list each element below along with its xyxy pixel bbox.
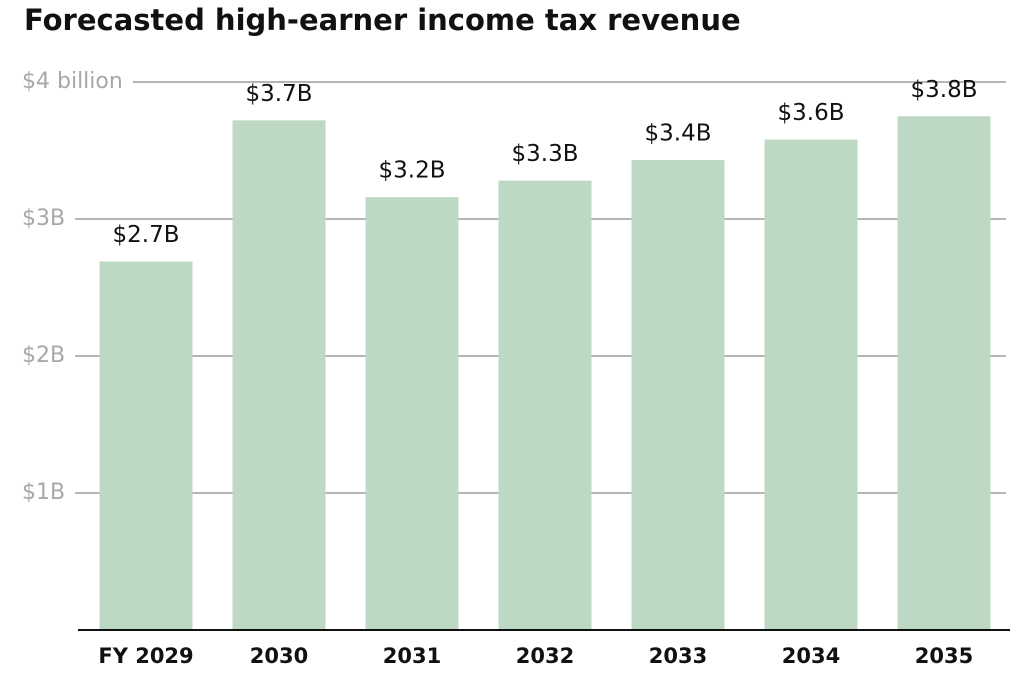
- x-tick-label: 2033: [649, 644, 707, 668]
- value-label: $3.7B: [246, 81, 313, 107]
- bar: [498, 180, 592, 630]
- bar: [232, 120, 326, 631]
- value-label: $3.2B: [379, 158, 446, 184]
- value-label: $3.4B: [645, 121, 712, 147]
- bar: [897, 116, 991, 630]
- y-tick-label: $2B: [22, 343, 65, 368]
- y-tick-label: $1B: [22, 480, 65, 505]
- bar: [764, 139, 858, 631]
- bar: [631, 160, 725, 630]
- bar: [99, 261, 193, 630]
- x-tick-label: 2032: [516, 644, 574, 668]
- x-tick-label: 2034: [782, 644, 840, 668]
- x-tick-label: 2035: [915, 644, 973, 668]
- value-label: $3.3B: [512, 141, 579, 167]
- value-label: $2.7B: [113, 222, 180, 248]
- value-label: $3.8B: [911, 77, 978, 103]
- y-tick-label: $4 billion: [22, 69, 123, 94]
- x-tick-label: FY 2029: [98, 644, 193, 668]
- y-tick-label: $3B: [22, 206, 65, 231]
- x-tick-label: 2031: [383, 644, 441, 668]
- chart-title: Forecasted high-earner income tax revenu…: [24, 3, 741, 37]
- value-label: $3.6B: [778, 100, 845, 126]
- bar: [365, 197, 459, 630]
- x-tick-label: 2030: [250, 644, 308, 668]
